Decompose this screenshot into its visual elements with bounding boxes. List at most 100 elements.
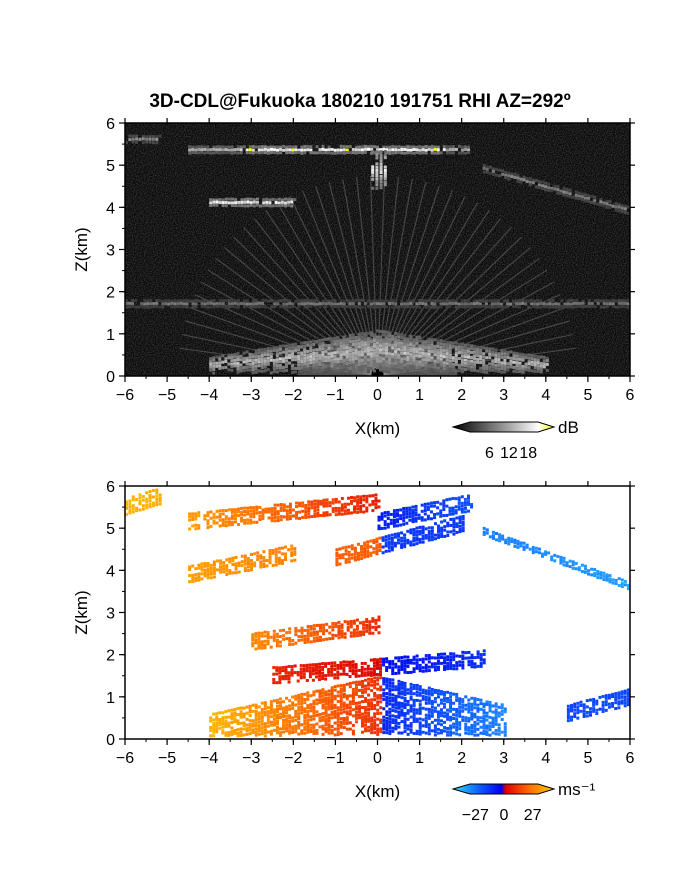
data-cell xyxy=(418,717,422,721)
data-cell xyxy=(330,698,334,702)
data-cell xyxy=(209,734,213,738)
data-cell xyxy=(257,148,261,152)
data-cell xyxy=(415,354,419,358)
data-cell xyxy=(424,689,428,693)
data-cell xyxy=(454,357,458,361)
data-cell xyxy=(442,370,446,374)
data-cell xyxy=(288,508,292,512)
data-cell xyxy=(306,353,310,357)
data-cell xyxy=(365,626,369,630)
data-cell xyxy=(274,547,278,551)
data-cell xyxy=(266,721,270,725)
data-cell xyxy=(394,355,398,359)
data-cell xyxy=(357,674,361,678)
data-cell xyxy=(476,369,480,373)
data-cell xyxy=(372,667,376,671)
data-cell xyxy=(424,361,428,365)
data-cell xyxy=(269,700,273,704)
data-cell xyxy=(309,726,313,730)
data-cell xyxy=(155,497,159,501)
data-cell xyxy=(231,563,235,567)
data-cell xyxy=(596,301,600,305)
data-cell xyxy=(503,358,507,362)
data-cell xyxy=(363,355,367,359)
data-cell xyxy=(507,174,511,178)
data-cell xyxy=(421,540,425,544)
data-cell xyxy=(246,556,250,560)
data-cell xyxy=(370,731,374,735)
data-cell xyxy=(464,147,468,151)
data-cell xyxy=(571,560,575,564)
data-cell xyxy=(400,357,404,361)
data-cell xyxy=(360,550,364,554)
data-cell xyxy=(321,706,325,710)
data-cell xyxy=(125,301,128,305)
data-cell xyxy=(397,342,401,346)
data-cell xyxy=(544,185,548,189)
data-cell xyxy=(392,509,396,513)
data-cell xyxy=(354,720,358,724)
data-cell xyxy=(497,723,501,727)
data-cell xyxy=(442,148,446,152)
data-cell xyxy=(349,620,353,624)
data-cell xyxy=(388,337,392,341)
data-cell xyxy=(203,571,207,575)
data-cell xyxy=(363,334,367,338)
data-cell xyxy=(245,368,249,372)
data-cell xyxy=(249,518,253,522)
data-cell xyxy=(397,532,401,536)
data-cell xyxy=(363,301,367,305)
data-cell xyxy=(387,549,391,553)
data-cell xyxy=(577,568,581,572)
data-cell xyxy=(246,568,250,572)
data-cell xyxy=(284,674,288,678)
data-cell xyxy=(427,669,431,673)
data-cell xyxy=(463,343,467,347)
data-cell xyxy=(397,150,401,154)
data-cell xyxy=(275,731,279,735)
data-cell xyxy=(324,304,328,308)
data-cell xyxy=(547,188,551,192)
data-cell xyxy=(461,660,465,664)
data-cell xyxy=(155,500,159,504)
data-cell xyxy=(446,714,450,718)
data-cell xyxy=(298,504,302,508)
data-cell xyxy=(209,198,213,202)
data-cell xyxy=(328,513,332,517)
data-cell xyxy=(335,551,339,555)
data-cell xyxy=(391,672,395,676)
data-cell xyxy=(294,712,298,716)
data-cell xyxy=(463,497,467,501)
data-cell xyxy=(545,359,549,363)
data-cell xyxy=(466,302,470,306)
data-cell xyxy=(394,706,398,710)
data-cell xyxy=(385,683,389,687)
data-cell xyxy=(325,637,329,641)
data-cell xyxy=(409,358,413,362)
data-cell xyxy=(327,731,331,735)
data-cell xyxy=(357,357,361,361)
data-cell xyxy=(388,687,392,691)
data-cell xyxy=(245,151,249,155)
data-cell xyxy=(433,512,437,516)
data-cell xyxy=(409,531,413,535)
data-cell xyxy=(418,363,422,367)
data-cell xyxy=(387,543,391,547)
data-cell xyxy=(454,351,458,355)
data-cell xyxy=(257,644,261,648)
data-cell xyxy=(334,634,338,638)
data-cell xyxy=(439,511,443,515)
data-cell xyxy=(236,364,240,368)
data-cell xyxy=(281,669,285,673)
data-cell xyxy=(433,706,437,710)
data-cell xyxy=(473,733,477,737)
data-cell xyxy=(266,145,270,149)
data-cell xyxy=(294,697,298,701)
data-cell xyxy=(379,730,383,734)
data-cell xyxy=(330,673,334,677)
data-cell xyxy=(585,710,589,714)
data-cell xyxy=(503,355,507,359)
data-cell xyxy=(309,640,313,644)
data-cell xyxy=(273,150,277,154)
data-cell xyxy=(342,305,346,309)
